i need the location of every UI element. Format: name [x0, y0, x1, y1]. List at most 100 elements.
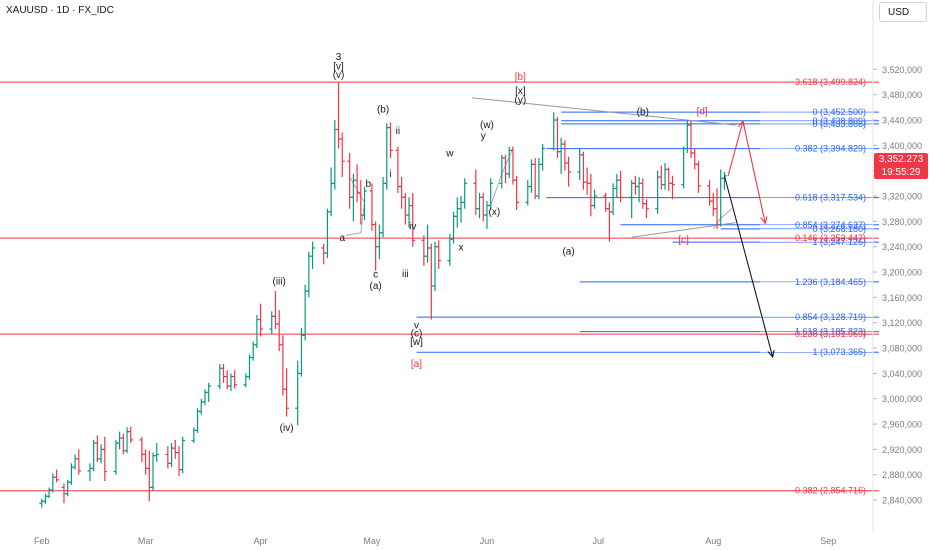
- ohlc-bar: [692, 148, 698, 170]
- fib-level-label: 1.618 (3,105.823): [795, 327, 866, 337]
- wave-label: i: [389, 169, 391, 180]
- ohlc-bar: [120, 433, 126, 455]
- wave-label: c: [373, 270, 378, 281]
- candles: [39, 82, 727, 508]
- ohlc-bar: [339, 132, 345, 178]
- symbol-header: XAUUSD · 1D · FX_IDC: [6, 5, 114, 16]
- fib-level-label: 0.854 (3,274.637): [795, 220, 866, 230]
- y-tick-label: 3,440,000: [882, 116, 922, 126]
- ohlc-bar: [39, 498, 45, 508]
- ohlc-bar: [588, 173, 594, 217]
- ohlc-bar: [670, 175, 675, 200]
- wave-label: (a): [370, 281, 382, 292]
- trendline-upper: [472, 97, 736, 126]
- ohlc-bar: [198, 398, 204, 415]
- ohlc-bar: [388, 122, 393, 159]
- wave-label: (v): [333, 70, 345, 81]
- fib-level-label: 0.618 (3,317.534): [795, 193, 866, 203]
- ohlc-bar: [629, 180, 635, 219]
- y-tick-label: 3,520,000: [882, 65, 922, 75]
- fib-level-label: 1 (3,073.365): [812, 347, 866, 357]
- wave-label: (iv): [280, 423, 294, 434]
- x-tick-label: Jun: [480, 536, 495, 546]
- ohlc-bar: [592, 189, 597, 209]
- ohlc-bar: [480, 192, 486, 222]
- ohlc-bar: [540, 144, 546, 171]
- wave-label: w: [445, 149, 454, 160]
- wave-label: 3: [336, 52, 342, 63]
- ohlc-bar: [618, 170, 623, 203]
- y-tick-label: 3,000,000: [882, 394, 922, 404]
- ohlc-bar: [98, 444, 104, 464]
- level-labels: 3.618 (3,499.824) 0 (3,452.500)0 (3,438.8…: [795, 77, 879, 496]
- ohlc-bar: [636, 177, 642, 203]
- ohlc-bar: [558, 137, 564, 174]
- ohlc-bar: [532, 158, 538, 200]
- currency-button[interactable]: USD: [879, 2, 927, 22]
- wave-label: b: [365, 179, 371, 190]
- ohlc-bar: [506, 146, 512, 179]
- arrow-down-from-d: [742, 121, 765, 223]
- wave-label: [c]: [678, 235, 689, 246]
- ohlc-bar: [380, 177, 386, 238]
- wave-label: (x): [489, 207, 501, 218]
- ohlc-bar: [562, 140, 568, 171]
- y-axis[interactable]: 3,520,0003,480,0003,440,0003,400,0003,36…: [873, 65, 922, 506]
- x-tick-label: May: [363, 536, 381, 546]
- ohlc-bar: [332, 120, 338, 190]
- ohlc-bar: [306, 251, 312, 298]
- last-price-value: 3,352.273: [878, 154, 924, 165]
- ohlc-bar: [681, 146, 687, 189]
- ohlc-bar: [458, 196, 464, 223]
- x-axis[interactable]: Feb Mar Apr May Jun Jul Aug Sep: [34, 536, 836, 546]
- ohlc-bar: [191, 427, 197, 444]
- ohlc-bar: [376, 224, 382, 260]
- ohlc-bar: [94, 435, 100, 463]
- ohlc-bar: [202, 389, 208, 406]
- wave-label: (w): [480, 120, 494, 131]
- ohlc-bar: [410, 192, 416, 247]
- wave-label: (iii): [273, 277, 286, 288]
- ohlc-bar: [143, 449, 149, 475]
- ohlc-bar: [644, 199, 649, 219]
- x-tick-label: Aug: [705, 536, 721, 546]
- ohlc-bar: [284, 368, 289, 417]
- ohlc-bar: [273, 291, 278, 330]
- countdown-timer: 19:55:29: [881, 167, 921, 178]
- fib-level-label: 0 (3,452.500): [812, 107, 866, 117]
- ohlc-bar: [632, 175, 638, 195]
- ohlc-bar: [169, 443, 174, 468]
- ohlc-bar: [128, 426, 134, 444]
- ohlc-bar: [113, 439, 119, 475]
- ohlc-bar: [221, 363, 226, 383]
- ohlc-bar: [154, 443, 160, 463]
- y-tick-label: 3,120,000: [882, 318, 922, 328]
- wave-label: iii: [402, 269, 409, 280]
- ohlc-bar: [477, 192, 482, 219]
- wave-labels: 3[v](v)(b)iiibac(a)iviiiv(c)[w][a](iii)(…: [273, 52, 708, 434]
- fib-level-label: 0.236 (3,101.969): [795, 329, 866, 339]
- ohlc-bar: [91, 439, 97, 471]
- ohlc-bar: [432, 241, 438, 292]
- ohlc-bar: [328, 167, 334, 217]
- fib-level-label: 0.146 (3,253.447): [795, 233, 866, 243]
- ohlc-bar: [566, 156, 571, 187]
- fib-level-label: 0.854 (3,128.719): [795, 312, 866, 322]
- ohlc-bar: [146, 450, 152, 502]
- fib-level-label: 0.382 (2,854.716): [795, 486, 866, 496]
- ohlc-bar: [714, 188, 720, 229]
- ohlc-bar: [269, 311, 275, 335]
- y-tick-label: 3,280,000: [882, 217, 922, 227]
- wave-label: v: [414, 320, 419, 331]
- wave-label: a: [339, 233, 345, 244]
- fib-level-label: 1.236 (3,184.465): [795, 277, 866, 287]
- wave-label: [a]: [411, 359, 422, 370]
- ohlc-bar: [354, 164, 360, 203]
- ohlc-bar: [165, 446, 171, 469]
- ohlc-bar: [321, 243, 327, 265]
- y-tick-label: 2,960,000: [882, 420, 922, 430]
- y-tick-label: 2,840,000: [882, 496, 922, 506]
- wave-label: ii: [396, 126, 400, 137]
- ohlc-bar: [176, 446, 182, 476]
